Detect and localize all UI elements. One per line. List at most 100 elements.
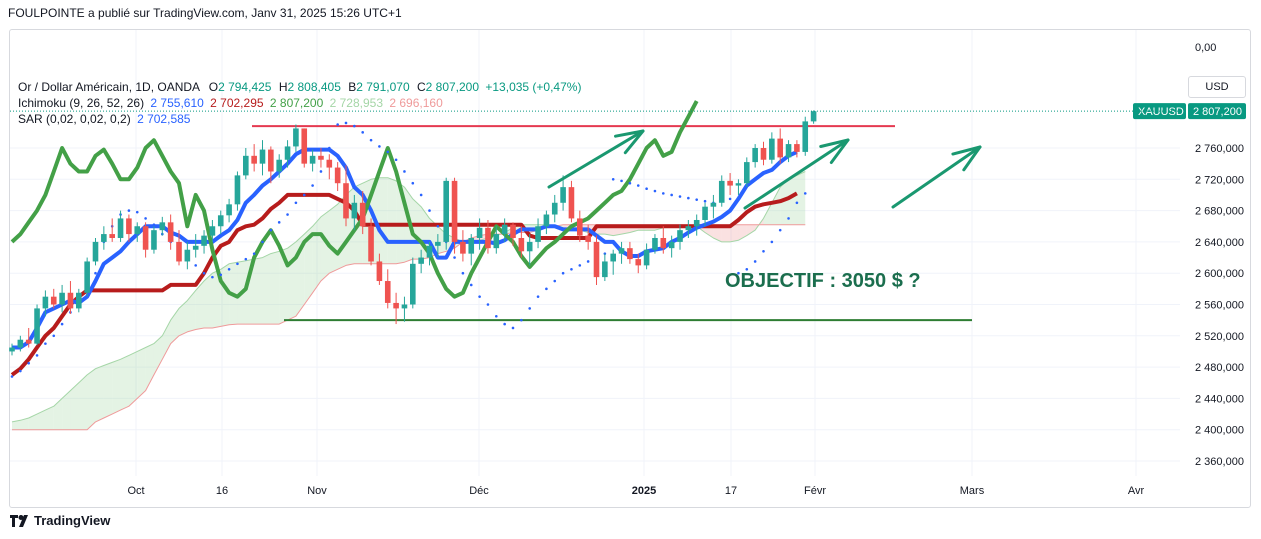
sar-dot	[636, 184, 640, 187]
time-tick-label: 2025	[632, 485, 656, 497]
candle-body	[577, 218, 583, 236]
candle-body	[501, 224, 508, 235]
candle-body	[142, 226, 149, 250]
symbol-tag: XAUUSD	[1138, 106, 1184, 118]
sar-dot	[586, 260, 590, 263]
candle-body	[451, 180, 458, 242]
candle-body	[151, 230, 157, 250]
sar-value: 2 702,585	[137, 112, 191, 126]
chart-frame	[9, 29, 1251, 508]
sar-dot	[728, 197, 732, 201]
sar-dot	[787, 217, 790, 220]
cloud-segment	[179, 300, 188, 336]
sar-dot	[60, 322, 64, 326]
sar-dot	[344, 121, 348, 125]
symbol-label: Or / Dollar Américain, 1D, OANDA	[18, 80, 200, 94]
time-tick-label: Avr	[1128, 485, 1145, 497]
candle-body	[301, 128, 308, 164]
cloud-segment	[20, 417, 29, 430]
candle-body	[635, 259, 642, 266]
sar-dot	[520, 318, 523, 322]
sar-dot	[620, 179, 623, 183]
kijun-line-group	[10, 191, 798, 377]
price-tick-label: 2 400,000	[1195, 425, 1244, 437]
candle-body	[652, 237, 658, 250]
ichimoku-legend[interactable]: Ichimoku (9, 26, 52, 26) 2 755,610 2 702…	[18, 96, 443, 110]
sar-dot	[561, 271, 565, 275]
low-value: 2 791,070	[356, 80, 410, 94]
candle-body	[101, 234, 107, 242]
candle-body	[627, 248, 633, 260]
cloud-segment	[746, 224, 756, 236]
trend-arrow-1-head	[613, 129, 645, 155]
candle-body	[217, 215, 224, 227]
sar-dot	[670, 193, 673, 197]
tradingview-brand[interactable]: TradingView	[10, 513, 110, 528]
sar-dot	[453, 256, 456, 259]
candle-body	[610, 253, 616, 262]
chikou-value: 2 807,200	[269, 96, 324, 110]
candle-body	[794, 144, 800, 152]
price-tick-label: 2 440,000	[1195, 393, 1244, 405]
price-tick-label: 2 600,000	[1195, 268, 1244, 280]
sar-dot	[44, 342, 47, 345]
currency-button[interactable]: USD	[1188, 76, 1246, 98]
sar-dot	[202, 271, 206, 275]
cloud-segment	[254, 257, 263, 325]
candle-body	[226, 204, 232, 216]
trend-arrow-2	[743, 138, 850, 210]
cloud-segment	[120, 355, 129, 411]
candle-body	[802, 121, 809, 152]
candle-body	[243, 155, 249, 176]
candle-body	[42, 296, 49, 309]
cloud-segment	[721, 224, 731, 242]
cloud-segment	[45, 406, 54, 430]
sar-legend[interactable]: SAR (0,02, 0,02, 0,2) 2 702,585	[18, 112, 190, 126]
candle-body	[209, 226, 216, 236]
candle-body	[693, 219, 700, 227]
cloud-segment	[62, 390, 71, 430]
sar-dot	[461, 271, 465, 275]
price-tick-label: 2 640,000	[1195, 237, 1244, 249]
candle-body	[551, 202, 558, 215]
trend-arrow-3-head	[951, 145, 982, 172]
candle-body	[343, 183, 349, 219]
price-axis: 2 760,000 2 720,000 2 680,000 2 640,000 2 60…	[1133, 103, 1246, 468]
time-axis: Oct 16 Nov Déc 2025 17 Févr Mars Avr	[127, 485, 1144, 497]
cloud-segment	[204, 273, 213, 328]
sar-dot	[469, 283, 473, 287]
price-tick-label: 2 520,000	[1195, 331, 1244, 343]
candle-body	[359, 202, 366, 227]
sar-dot	[645, 187, 648, 190]
candle-body	[418, 257, 424, 264]
open-value: 2 794,425	[218, 80, 272, 94]
cloud-segment	[95, 365, 104, 422]
candle-body	[34, 308, 40, 344]
cloud-segment	[153, 335, 163, 375]
time-tick-label: Févr	[804, 485, 826, 497]
candle-body	[167, 222, 174, 242]
sar-dot	[695, 198, 698, 201]
cloud-segment	[771, 187, 781, 225]
cloud-segment	[287, 241, 296, 321]
cloud-segment	[187, 290, 196, 332]
candle-body	[176, 241, 182, 262]
candle-body	[9, 347, 15, 352]
sar-dot	[678, 195, 682, 198]
sar-dot	[378, 145, 381, 148]
candle-body	[777, 138, 783, 158]
cloud-segment	[412, 198, 422, 260]
sar-dot	[10, 375, 14, 378]
cloud-segment	[304, 226, 313, 305]
sar-dot	[762, 249, 765, 253]
candle-body	[25, 339, 32, 344]
candle-body	[192, 245, 199, 250]
last-price-tag-bg	[1188, 103, 1246, 120]
candle-body	[92, 241, 99, 262]
cloud-segment	[270, 251, 280, 325]
cloud-segment	[162, 320, 171, 360]
sar-dot	[294, 201, 298, 205]
sar-dot	[328, 146, 331, 150]
symbol-legend[interactable]: Or / Dollar Américain, 1D, OANDA O2 794,…	[18, 80, 581, 94]
